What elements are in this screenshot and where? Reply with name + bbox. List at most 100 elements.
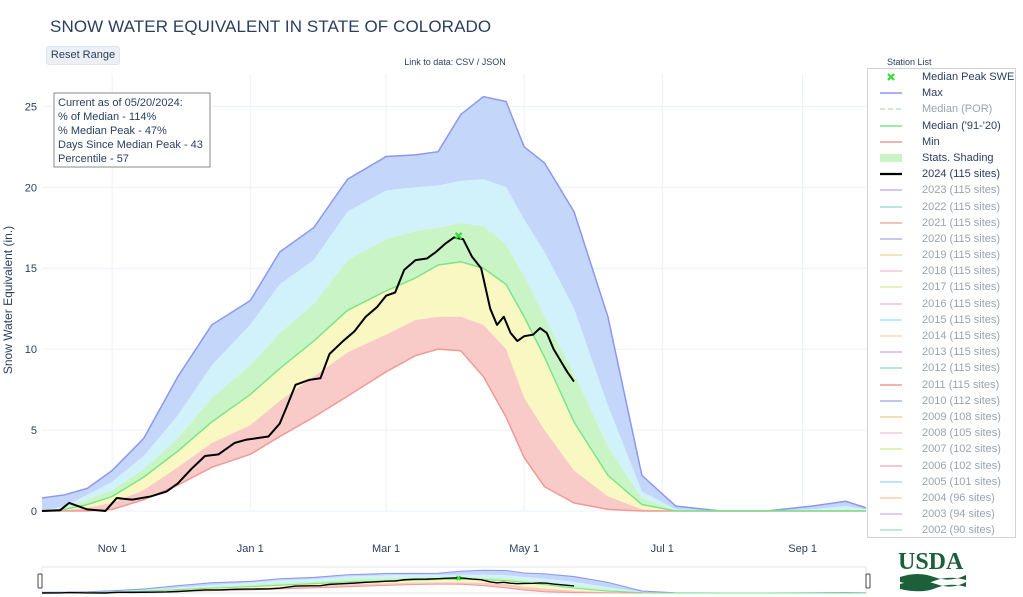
legend-item[interactable]: Min — [868, 134, 1015, 150]
info-line-1: % of Median - 114% — [58, 111, 156, 123]
chart-title: SNOW WATER EQUIVALENT IN STATE OF COLORA… — [50, 17, 492, 36]
legend-item[interactable]: Max — [868, 85, 1015, 101]
legend-label: 2014 (115 sites) — [922, 330, 1001, 342]
band-max-p90 — [42, 570, 866, 593]
legend-symbol — [880, 529, 902, 531]
legend-symbol — [880, 141, 902, 143]
info-line-3: Days Since Median Peak - 43 — [58, 139, 203, 151]
legend-item[interactable]: 2006 (102 sites) — [868, 458, 1015, 474]
band-max-p90 — [42, 96, 866, 512]
range-slider[interactable] — [37, 566, 871, 594]
legend-item[interactable]: 2010 (112 sites) — [868, 393, 1015, 409]
legend-item[interactable]: 2020 (115 sites) — [868, 231, 1015, 247]
json-link[interactable]: JSON — [481, 57, 506, 67]
median-line — [41, 578, 866, 594]
legend-item[interactable]: 2017 (115 sites) — [868, 279, 1015, 295]
legend-item[interactable]: Median (POR) — [868, 101, 1015, 117]
csv-link[interactable]: CSV — [455, 57, 475, 67]
legend-label: 2024 (115 sites) — [922, 168, 1001, 181]
legend-item[interactable]: 2023 (115 sites) — [868, 182, 1015, 198]
legend-symbol — [880, 367, 902, 370]
legend-item[interactable]: 2008 (105 sites) — [868, 425, 1015, 441]
legend-label: 2002 (90 sites) — [922, 524, 995, 537]
usda-logo-text: USDA — [898, 549, 964, 575]
median-line — [41, 260, 866, 512]
legend-symbol — [880, 92, 902, 94]
x-tick-label: May 1 — [509, 543, 539, 555]
legend-marker — [887, 73, 895, 81]
legend-label: 2008 (105 sites) — [922, 427, 1001, 440]
legend-item[interactable]: Median Peak SWE — [868, 69, 1015, 85]
legend-item[interactable]: 2015 (115 sites) — [868, 312, 1015, 328]
legend-item[interactable]: Median ('91-'20) — [868, 118, 1015, 134]
info-line-2: % Median Peak - 47% — [58, 125, 167, 137]
y-axis-label: Snow Water Equivalent (in.) — [1, 226, 15, 374]
link-separator: / — [474, 57, 482, 67]
range-handle-right[interactable] — [865, 573, 871, 589]
legend-label: Median (POR) — [922, 103, 993, 116]
range-handle-left[interactable] — [37, 573, 43, 589]
legend-item[interactable]: 2009 (108 sites) — [868, 409, 1015, 425]
legend-item[interactable]: 2004 (96 sites) — [868, 490, 1015, 506]
legend-item[interactable]: Stats. Shading — [868, 150, 1015, 166]
y-tick-label: 15 — [25, 263, 37, 275]
legend-symbol — [880, 351, 902, 353]
legend-symbol — [880, 270, 902, 272]
band-p70-median — [42, 222, 866, 512]
stats-shading-bands — [42, 96, 866, 512]
station-legend[interactable]: Median Peak SWE Max Median (POR) Median ('9… — [867, 68, 1016, 538]
legend-label: 2007 (102 sites) — [922, 443, 1001, 456]
legend-symbol — [880, 205, 902, 208]
legend-label: 2005 (101 sites) — [922, 475, 1001, 488]
legend-item[interactable]: 2014 (115 sites) — [868, 328, 1015, 344]
series-lines — [41, 95, 867, 512]
legend-symbol — [880, 319, 902, 321]
legend-label: 2015 (115 sites) — [922, 313, 1001, 326]
legend-symbol — [880, 302, 902, 305]
y-tick-label: 0 — [31, 506, 37, 518]
legend-label: 2022 (115 sites) — [922, 200, 1001, 213]
current-year-line — [41, 236, 575, 512]
legend-item[interactable]: 2016 (115 sites) — [868, 296, 1015, 312]
x-tick-label: Mar 1 — [372, 543, 400, 555]
legend-item[interactable]: 2012 (115 sites) — [868, 360, 1015, 376]
legend-item[interactable]: 2007 (102 sites) — [868, 441, 1015, 457]
legend-item[interactable]: 2002 (90 sites) — [868, 522, 1015, 537]
median-peak-marker — [454, 232, 463, 240]
legend-label: 2021 (115 sites) — [922, 216, 1001, 229]
info-line-0: Current as of 05/20/2024: — [58, 97, 183, 109]
x-tick-label: Jan 1 — [237, 543, 264, 555]
legend-label: 2020 (115 sites) — [922, 232, 1001, 245]
x-tick-label: Jul 1 — [651, 543, 674, 555]
max-line — [41, 95, 867, 512]
legend-item[interactable]: 2019 (115 sites) — [868, 247, 1015, 263]
legend-title: Station List — [887, 57, 932, 67]
legend-item[interactable]: 2003 (94 sites) — [868, 506, 1015, 522]
legend-symbol — [880, 124, 902, 127]
legend-label: Stats. Shading — [922, 151, 994, 164]
x-tick-label: Nov 1 — [98, 543, 127, 555]
legend-item[interactable]: 2011 (115 sites) — [868, 377, 1015, 393]
legend-label: 2018 (115 sites) — [922, 265, 1001, 278]
legend-item[interactable]: 2024 (115 sites) — [868, 166, 1015, 182]
range-peak-marker — [455, 575, 462, 581]
legend-label: 2010 (112 sites) — [922, 394, 1001, 407]
legend-symbol — [880, 254, 902, 256]
legend-symbol — [880, 335, 902, 337]
legend-symbol — [887, 73, 895, 81]
legend-symbol — [880, 432, 902, 434]
legend-symbol — [880, 173, 902, 176]
legend-symbol — [880, 480, 902, 483]
legend-item[interactable]: 2018 (115 sites) — [868, 263, 1015, 279]
usda-logo: USDA — [898, 549, 966, 592]
reset-range-button[interactable]: Reset Range — [46, 46, 120, 65]
y-tick-label: 10 — [25, 344, 37, 356]
legend-item[interactable]: 2021 (115 sites) — [868, 215, 1015, 231]
legend-label: 2011 (115 sites) — [922, 378, 1000, 391]
legend-item[interactable]: 2022 (115 sites) — [868, 199, 1015, 215]
legend-item[interactable]: 2013 (115 sites) — [868, 344, 1015, 360]
x-axis-ticks: Nov 1 Jan 1 Mar 1 May 1 Jul 1 Sep 1 — [98, 543, 817, 555]
legend-label: Max — [922, 87, 943, 100]
legend-item[interactable]: 2005 (101 sites) — [868, 474, 1015, 490]
legend-fill — [880, 153, 902, 162]
